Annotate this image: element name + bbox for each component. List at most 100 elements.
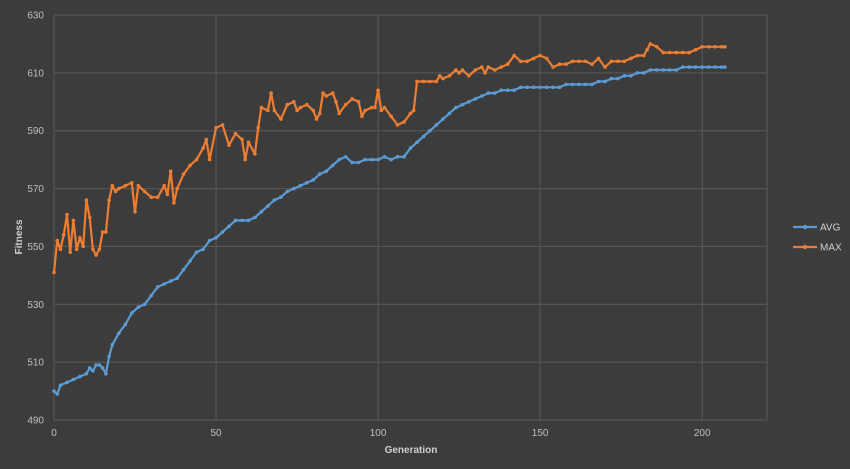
- data-point: [204, 137, 209, 142]
- data-point: [133, 209, 137, 214]
- data-point: [285, 189, 290, 194]
- data-point: [421, 134, 426, 139]
- data-point: [269, 91, 273, 95]
- data-point: [719, 65, 724, 69]
- data-point: [337, 111, 342, 116]
- data-point: [428, 79, 432, 84]
- legend-label: AVG: [820, 223, 841, 234]
- data-point: [253, 152, 257, 156]
- data-point: [564, 62, 568, 66]
- data-point: [110, 183, 115, 188]
- data-point: [360, 114, 364, 119]
- data-point: [233, 218, 238, 223]
- x-tick-label: 200: [694, 428, 711, 439]
- data-point: [168, 169, 173, 173]
- data-point: [499, 88, 504, 92]
- data-point: [279, 195, 283, 199]
- legend-label: MAX: [820, 243, 842, 254]
- data-point: [220, 123, 225, 127]
- data-point: [84, 198, 89, 202]
- data-point: [91, 369, 95, 373]
- legend-marker: [802, 244, 808, 250]
- data-point: [149, 293, 153, 298]
- data-point: [635, 71, 640, 75]
- data-point: [188, 259, 192, 263]
- data-point: [382, 105, 387, 110]
- data-point: [356, 100, 361, 104]
- data-point: [233, 131, 238, 136]
- data-point: [298, 183, 303, 188]
- data-point: [285, 102, 290, 107]
- data-point: [723, 65, 727, 69]
- legend: AVG MAX: [793, 223, 842, 254]
- data-point: [266, 204, 270, 208]
- data-point: [214, 126, 218, 130]
- data-point: [629, 74, 633, 78]
- data-point: [117, 331, 121, 336]
- data-point: [246, 140, 251, 145]
- data-point: [61, 233, 66, 237]
- data-point: [201, 146, 205, 150]
- data-point: [149, 195, 153, 199]
- y-axis-title: Fitness: [14, 219, 25, 254]
- data-point: [168, 279, 173, 283]
- data-point: [94, 363, 98, 367]
- data-point: [142, 189, 147, 194]
- data-point: [655, 45, 659, 49]
- data-point: [240, 137, 244, 142]
- data-point: [402, 155, 406, 159]
- data-point: [207, 157, 212, 162]
- data-point: [97, 363, 102, 367]
- data-point: [668, 50, 672, 55]
- series-max: [52, 42, 727, 275]
- data-point: [434, 79, 439, 84]
- y-tick-label: 530: [27, 300, 44, 311]
- data-point: [723, 45, 727, 49]
- data-point: [518, 59, 523, 64]
- data-point: [113, 189, 118, 194]
- data-point: [525, 59, 529, 64]
- data-point: [68, 250, 72, 254]
- data-point: [305, 181, 309, 185]
- legend-marker: [802, 224, 808, 230]
- y-tick-label: 590: [27, 126, 44, 137]
- data-point: [266, 108, 270, 113]
- data-point: [379, 108, 384, 113]
- data-point: [719, 45, 724, 49]
- data-point: [194, 250, 199, 254]
- data-point: [661, 68, 666, 72]
- data-point: [557, 62, 562, 66]
- y-tick-label: 570: [27, 184, 44, 195]
- data-point: [493, 68, 497, 72]
- y-tick-label: 550: [27, 242, 44, 253]
- x-axis-title: Generation: [385, 445, 438, 456]
- y-tick-labels: 490 510 530 550 570 590 610 630: [27, 11, 44, 427]
- data-point: [437, 74, 442, 78]
- data-point: [557, 85, 562, 90]
- data-point: [165, 192, 170, 197]
- data-point: [518, 85, 523, 90]
- data-point: [525, 85, 529, 90]
- data-point: [175, 186, 179, 191]
- data-point: [603, 65, 607, 69]
- data-point: [84, 371, 89, 376]
- data-point: [136, 183, 141, 188]
- data-point: [71, 377, 76, 382]
- data-point: [622, 74, 627, 78]
- data-point: [136, 305, 141, 310]
- data-point: [434, 123, 439, 127]
- data-point: [531, 85, 536, 90]
- data-point: [376, 157, 380, 162]
- data-point: [292, 186, 296, 191]
- data-point: [577, 59, 581, 64]
- data-point: [330, 163, 335, 168]
- data-point: [162, 183, 166, 188]
- legend-item-max: MAX: [793, 243, 842, 254]
- data-point: [395, 123, 400, 127]
- data-point: [181, 172, 186, 176]
- data-point: [570, 59, 575, 64]
- data-point: [369, 105, 374, 110]
- data-point: [363, 108, 367, 113]
- data-point: [240, 218, 244, 223]
- data-point: [123, 183, 128, 188]
